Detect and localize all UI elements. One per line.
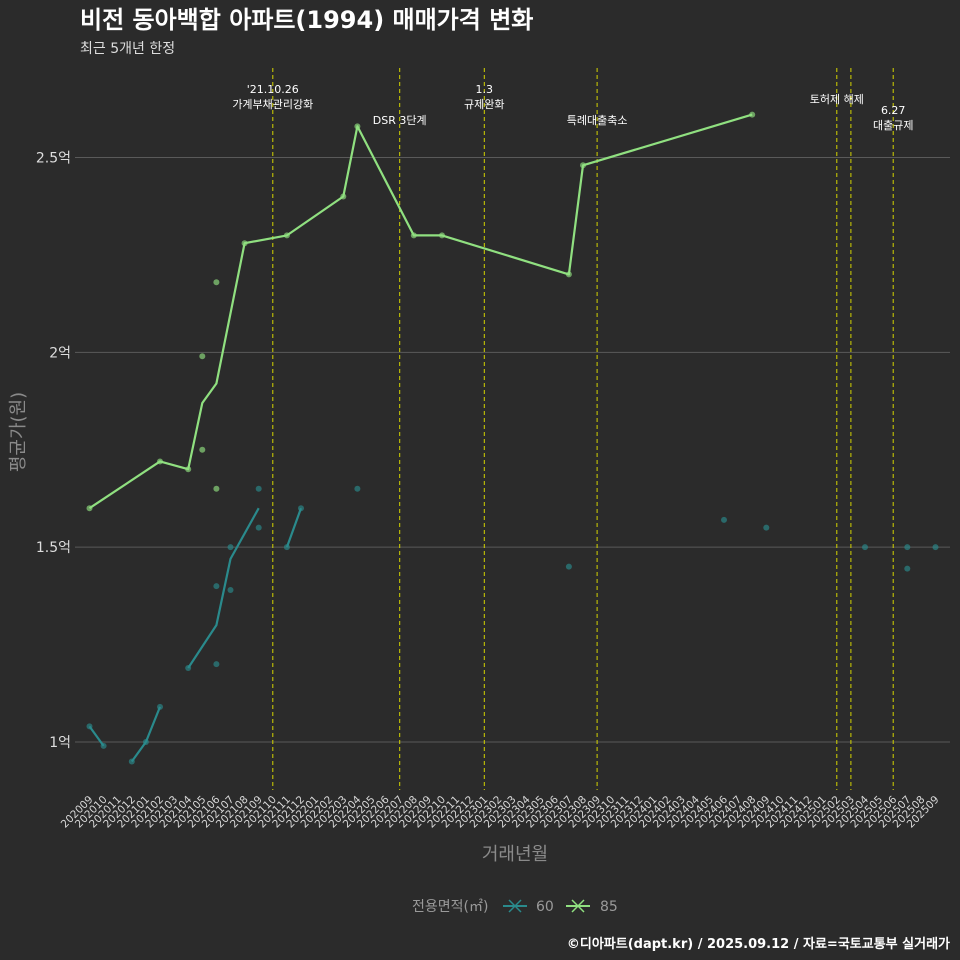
legend: 전용면적(㎡) 60 85 xyxy=(412,899,618,915)
event-lines xyxy=(272,68,894,790)
series-line xyxy=(285,507,303,548)
data-point xyxy=(213,583,220,590)
data-point xyxy=(862,544,868,551)
series-60 xyxy=(86,485,939,765)
data-point xyxy=(565,563,572,570)
event-annotation: 대출규제 xyxy=(873,119,913,132)
data-point xyxy=(213,279,220,286)
source-caption: ©디아파트(dapt.kr) / 2025.09.12 / 자료=국토교통부 실… xyxy=(567,936,950,952)
event-annotation: 가계부채관리강화 xyxy=(232,98,313,111)
data-point xyxy=(763,524,770,531)
legend-label-60: 60 xyxy=(536,899,554,915)
series-line xyxy=(130,706,162,763)
legend-title: 전용면적(㎡) xyxy=(412,899,488,915)
series-line xyxy=(88,113,753,510)
legend-item-85: 85 xyxy=(566,899,618,915)
data-point xyxy=(255,524,262,531)
chart-title: 비전 동아백합 아파트(1994) 매매가격 변화 xyxy=(80,6,533,34)
x-axis-title: 거래년월 xyxy=(482,844,548,865)
x-axis-ticks: 2020092020102020112020122021012021022021… xyxy=(59,793,942,830)
data-point xyxy=(227,587,234,594)
data-series xyxy=(86,111,939,765)
event-annotation: 규제완화 xyxy=(464,98,504,111)
data-point xyxy=(199,353,206,360)
series-line xyxy=(88,725,105,747)
y-tick-label: 2억 xyxy=(49,345,71,361)
gridlines xyxy=(75,157,950,743)
data-point xyxy=(721,516,727,523)
series-line xyxy=(187,507,260,669)
y-axis-ticks: 1억 1.5억 2억 2.5억 xyxy=(36,151,71,752)
data-point xyxy=(213,661,220,668)
y-tick-label: 1.5억 xyxy=(36,540,71,556)
event-annotation: 6.27 xyxy=(881,104,906,117)
data-point xyxy=(227,544,234,551)
y-axis-title: 평균가(원) xyxy=(8,392,29,472)
event-annotation: '21.10.26 xyxy=(247,83,299,96)
series-85 xyxy=(86,111,756,512)
data-point xyxy=(199,446,206,453)
data-point xyxy=(904,544,911,551)
data-point xyxy=(255,485,262,492)
data-point xyxy=(213,485,220,492)
event-annotation: 특례대출축소 xyxy=(567,114,628,127)
y-tick-label: 1억 xyxy=(49,735,71,751)
data-point xyxy=(932,544,939,551)
legend-label-85: 85 xyxy=(600,899,618,915)
event-annotation: 1.3 xyxy=(476,83,494,96)
chart-subtitle: 최근 5개년 한정 xyxy=(80,41,175,57)
y-tick-label: 2.5억 xyxy=(36,151,71,167)
event-annotation: 토허제 해제 xyxy=(810,92,864,106)
data-point xyxy=(904,565,911,572)
legend-item-60: 60 xyxy=(503,899,554,915)
event-annotation: DSR 3단계 xyxy=(373,114,427,127)
data-point xyxy=(354,485,361,492)
